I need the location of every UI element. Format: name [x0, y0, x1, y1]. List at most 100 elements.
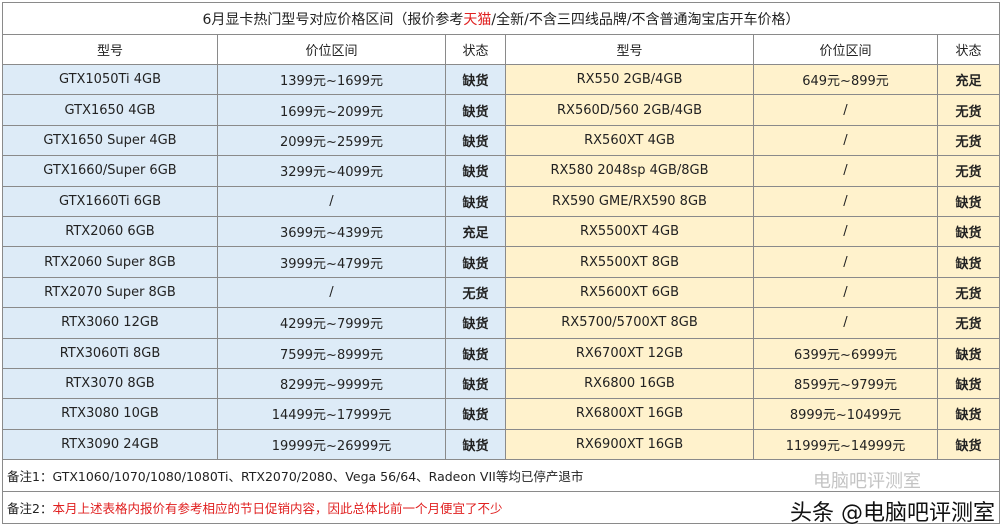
model-cell: RTX3070 8GB: [2, 367, 218, 400]
model-cell: GTX1660Ti 6GB: [2, 185, 218, 217]
price-cell: 4299元~7999元: [217, 307, 446, 339]
title-prefix: 6月显卡热门型号对应价格区间（报价参考: [202, 11, 464, 28]
title-suffix: /全新/不含三四线品牌/不含普通淘宝店开车价格）: [491, 11, 800, 28]
status-cell: 无货: [936, 155, 1001, 187]
status-cell: 缺货: [445, 428, 506, 461]
price-cell: 2099元~2599元: [217, 124, 446, 157]
price-cell: 8299元~9999元: [217, 367, 446, 400]
price-cell: 14499元~17999元: [217, 398, 446, 430]
model-cell: RX580 2048sp 4GB/8GB: [505, 155, 754, 187]
table-row: RTX3060 12GB 4299元~7999元 缺货 RX5700/5700XT 8…: [2, 307, 1001, 339]
model-cell: GTX1650 4GB: [2, 94, 218, 126]
status-cell: 缺货: [936, 185, 1001, 217]
status-cell: 无货: [445, 276, 506, 309]
model-cell: RX560D/560 2GB/4GB: [505, 94, 754, 126]
status-cell: 缺货: [445, 155, 506, 187]
note2-text: 本月上述表格内报价有参考相应的节日促销内容，因此总体比前一个月便宜了不少: [52, 501, 503, 517]
model-cell: RTX2060 Super 8GB: [2, 246, 218, 278]
column-header: 型号: [505, 34, 754, 65]
status-cell: 无货: [936, 276, 1001, 309]
table-row: RTX2060 6GB 3699元~4399元 充足 RX5500XT 4GB / 缺货: [2, 215, 1001, 248]
price-cell: /: [753, 94, 938, 126]
status-cell: 缺货: [445, 337, 506, 369]
price-cell: 7599元~8999元: [217, 337, 446, 369]
price-cell: /: [753, 215, 938, 248]
table-row: RTX3080 10GB 14499元~17999元 缺货 RX6800XT 16GB…: [2, 398, 1001, 430]
price-cell: 3999元~4799元: [217, 246, 446, 278]
model-cell: RTX3080 10GB: [2, 398, 218, 430]
status-cell: 缺货: [445, 367, 506, 400]
note1-label: 备注1：: [7, 469, 53, 485]
table-row: RTX3090 24GB 19999元~26999元 缺货 RX6900XT 16GB…: [2, 428, 1001, 461]
model-cell: RTX3090 24GB: [2, 428, 218, 461]
table-row: GTX1660Ti 6GB / 缺货 RX590 GME/RX590 8GB / 缺货: [2, 185, 1001, 217]
model-cell: RX5500XT 4GB: [505, 215, 754, 248]
status-cell: 缺货: [445, 398, 506, 430]
price-cell: /: [753, 124, 938, 157]
table-row: RTX2060 Super 8GB 3999元~4799元 缺货 RX5500XT 8…: [2, 246, 1001, 278]
status-cell: 缺货: [445, 307, 506, 339]
price-cell: 3299元~4099元: [217, 155, 446, 187]
column-header: 型号: [2, 34, 218, 65]
model-cell: RX560XT 4GB: [505, 124, 754, 157]
column-header: 状态: [936, 34, 1001, 65]
price-cell: /: [753, 276, 938, 309]
model-cell: RX5700/5700XT 8GB: [505, 307, 754, 339]
status-cell: 缺货: [445, 246, 506, 278]
model-cell: RTX3060 12GB: [2, 307, 218, 339]
price-cell: 6399元~6999元: [753, 337, 938, 369]
status-cell: 缺货: [936, 367, 1001, 400]
model-cell: RTX3060Ti 8GB: [2, 337, 218, 369]
column-header: 价位区间: [217, 34, 446, 65]
status-cell: 无货: [936, 94, 1001, 126]
model-cell: GTX1660/Super 6GB: [2, 155, 218, 187]
model-cell: RX550 2GB/4GB: [505, 63, 754, 96]
status-cell: 缺货: [445, 185, 506, 217]
price-cell: 8999元~10499元: [753, 398, 938, 430]
status-cell: 缺货: [445, 94, 506, 126]
price-cell: /: [753, 307, 938, 339]
status-cell: 缺货: [936, 215, 1001, 248]
status-cell: 充足: [445, 215, 506, 248]
price-cell: 1399元~1699元: [217, 63, 446, 96]
table-row: GTX1660/Super 6GB 3299元~4099元 缺货 RX580 2048…: [2, 155, 1001, 187]
model-cell: RX5500XT 8GB: [505, 246, 754, 278]
model-cell: RTX2070 Super 8GB: [2, 276, 218, 309]
table-row: GTX1050Ti 4GB 1399元~1699元 缺货 RX550 2GB/4GB 6…: [2, 63, 1001, 96]
model-cell: RX5600XT 6GB: [505, 276, 754, 309]
table-title: 6月显卡热门型号对应价格区间（报价参考天猫/全新/不含三四线品牌/不含普通淘宝店…: [1, 2, 1001, 35]
table-row: RTX3060Ti 8GB 7599元~8999元 缺货 RX6700XT 12GB 6…: [2, 337, 1001, 369]
status-cell: 缺货: [936, 398, 1001, 430]
note-1: 备注1：GTX1060/1070/1080/1080Ti、RTX2070/208…: [1, 459, 1001, 493]
model-cell: GTX1650 Super 4GB: [2, 124, 218, 157]
header-row: 型号 价位区间 状态 型号 价位区间 状态: [2, 34, 1001, 65]
note-2: 备注2：本月上述表格内报价有参考相应的节日促销内容，因此总体比前一个月便宜了不少: [1, 491, 1001, 525]
title-highlight: 天猫: [463, 11, 492, 28]
model-cell: RTX2060 6GB: [2, 215, 218, 248]
table-row: GTX1650 4GB 1699元~2099元 缺货 RX560D/560 2GB/4…: [2, 94, 1001, 126]
column-header: 状态: [445, 34, 506, 65]
table-row: RTX2070 Super 8GB / 无货 RX5600XT 6GB / 无货: [2, 276, 1001, 309]
price-cell: 3699元~4399元: [217, 215, 446, 248]
price-cell: 11999元~14999元: [753, 428, 938, 461]
model-cell: RX6800XT 16GB: [505, 398, 754, 430]
status-cell: 无货: [936, 124, 1001, 157]
price-cell: /: [753, 185, 938, 217]
table-row: GTX1650 Super 4GB 2099元~2599元 缺货 RX560XT 4G…: [2, 124, 1001, 157]
price-cell: /: [217, 276, 446, 309]
price-cell: /: [753, 246, 938, 278]
status-cell: 缺货: [445, 63, 506, 96]
status-cell: 缺货: [936, 246, 1001, 278]
price-cell: 649元~899元: [753, 63, 938, 96]
note1-text: GTX1060/1070/1080/1080Ti、RTX2070/2080、Ve…: [52, 469, 584, 485]
price-cell: 8599元~9799元: [753, 367, 938, 400]
column-header: 价位区间: [753, 34, 938, 65]
watermark: 头条 @电脑吧评测室: [790, 501, 995, 526]
table-row: RTX3070 8GB 8299元~9999元 缺货 RX6800 16GB 8599元…: [2, 367, 1001, 400]
price-cell: 1699元~2099元: [217, 94, 446, 126]
watermark-faint: 电脑吧评测室: [813, 471, 921, 492]
status-cell: 充足: [936, 63, 1001, 96]
price-cell: /: [753, 155, 938, 187]
note2-label: 备注2：: [7, 501, 53, 517]
